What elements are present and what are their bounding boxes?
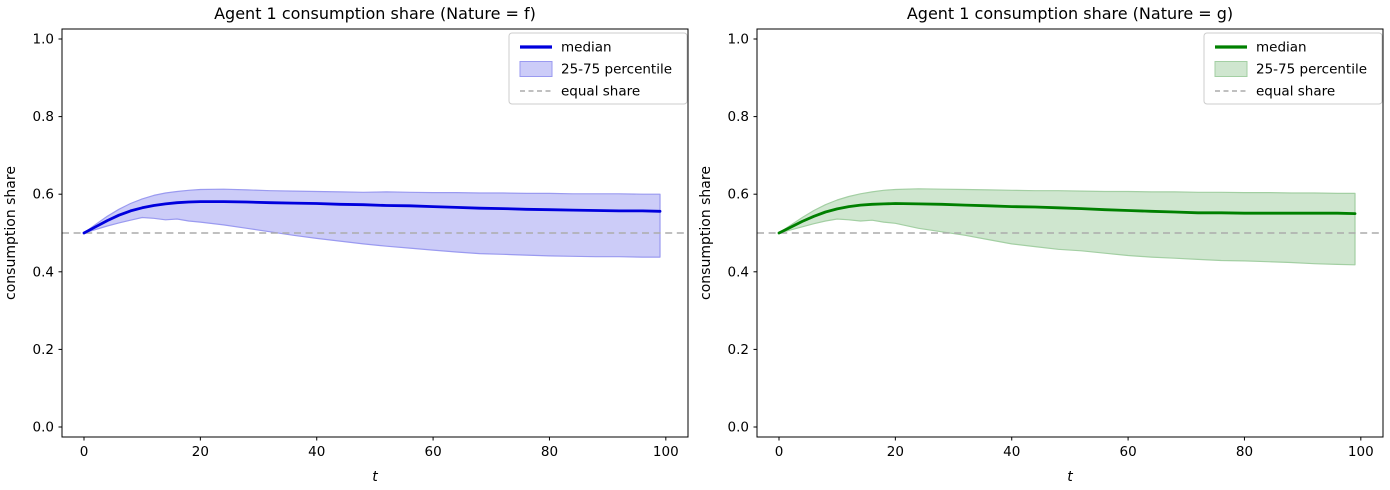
x-tick-label: 80 <box>1236 444 1253 460</box>
median-line <box>82 200 662 235</box>
x-tick-label: 40 <box>308 444 325 460</box>
x-tick-label: 20 <box>887 444 904 460</box>
x-tick-label: 0 <box>775 444 784 460</box>
y-tick-label: 0.2 <box>728 342 749 358</box>
x-tick-label: 100 <box>653 444 679 460</box>
legend-label: 25-75 percentile <box>1256 62 1367 78</box>
x-tick-label: 60 <box>424 444 441 460</box>
x-tick-label: 100 <box>1348 444 1374 460</box>
percentile-band <box>778 188 1356 266</box>
x-tick-label: 40 <box>1003 444 1020 460</box>
y-tick-label: 0.0 <box>33 420 54 436</box>
legend-swatch-percentile-patch <box>1214 61 1248 77</box>
x-axis-label: t <box>372 469 378 485</box>
y-tick-label: 0.2 <box>33 342 54 358</box>
y-tick-label: 1.0 <box>33 32 54 48</box>
legend-frame <box>1203 32 1383 105</box>
x-tick-label: 0 <box>80 444 89 460</box>
y-tick-label: 1.0 <box>728 32 749 48</box>
y-axis-label: consumption share <box>698 166 714 300</box>
legend-label: 25-75 percentile <box>561 62 672 78</box>
x-tick-label: 20 <box>192 444 209 460</box>
x-tick-label: 80 <box>541 444 558 460</box>
legend-swatch-percentile-patch <box>519 61 553 77</box>
legend-label: equal share <box>561 84 640 100</box>
y-tick-label: 0.8 <box>728 109 749 125</box>
median-line <box>777 202 1357 235</box>
chart-nature-g: 0.0 0.2 0.4 0.6 0.8 1.0 0 20 40 60 80 100 Agent 1 co… <box>698 4 1384 485</box>
axes-frame <box>61 28 689 438</box>
chart-panel-nature-f: 0.0 0.2 0.4 0.6 0.8 1.0 0 20 40 60 80 100 Agent 1 co… <box>3 4 689 485</box>
x-axis-label: t <box>1067 469 1073 485</box>
y-tick-label: 0.4 <box>728 264 749 280</box>
y-tick-label: 0.6 <box>728 187 749 203</box>
y-tick-label: 0.0 <box>728 420 749 436</box>
legend-label: median <box>1256 40 1307 56</box>
y-tick-label: 0.8 <box>33 109 54 125</box>
chart-panel-nature-g: 0.0 0.2 0.4 0.6 0.8 1.0 0 20 40 60 80 100 Agent 1 co… <box>695 0 1390 490</box>
chart-title: Agent 1 consumption share (Nature = f) <box>214 4 536 23</box>
chart-title: Agent 1 consumption share (Nature = g) <box>907 4 1233 23</box>
legend-box: median 25-75 percentile equal share <box>508 32 688 105</box>
x-tick-label: 60 <box>1119 444 1136 460</box>
percentile-band <box>83 188 661 258</box>
y-axis-label: consumption share <box>3 166 19 300</box>
legend-frame <box>508 32 688 105</box>
y-tick-label: 0.4 <box>33 264 54 280</box>
legend-label: median <box>561 40 612 56</box>
legend-label: equal share <box>1256 84 1335 100</box>
chart-nature-f: 0.0 0.2 0.4 0.6 0.8 1.0 0 20 40 60 80 100 Agent 1 co… <box>3 4 689 485</box>
y-tick-label: 0.6 <box>33 187 54 203</box>
legend-box: median 25-75 percentile equal share <box>1203 32 1383 105</box>
axes-frame <box>756 28 1384 438</box>
